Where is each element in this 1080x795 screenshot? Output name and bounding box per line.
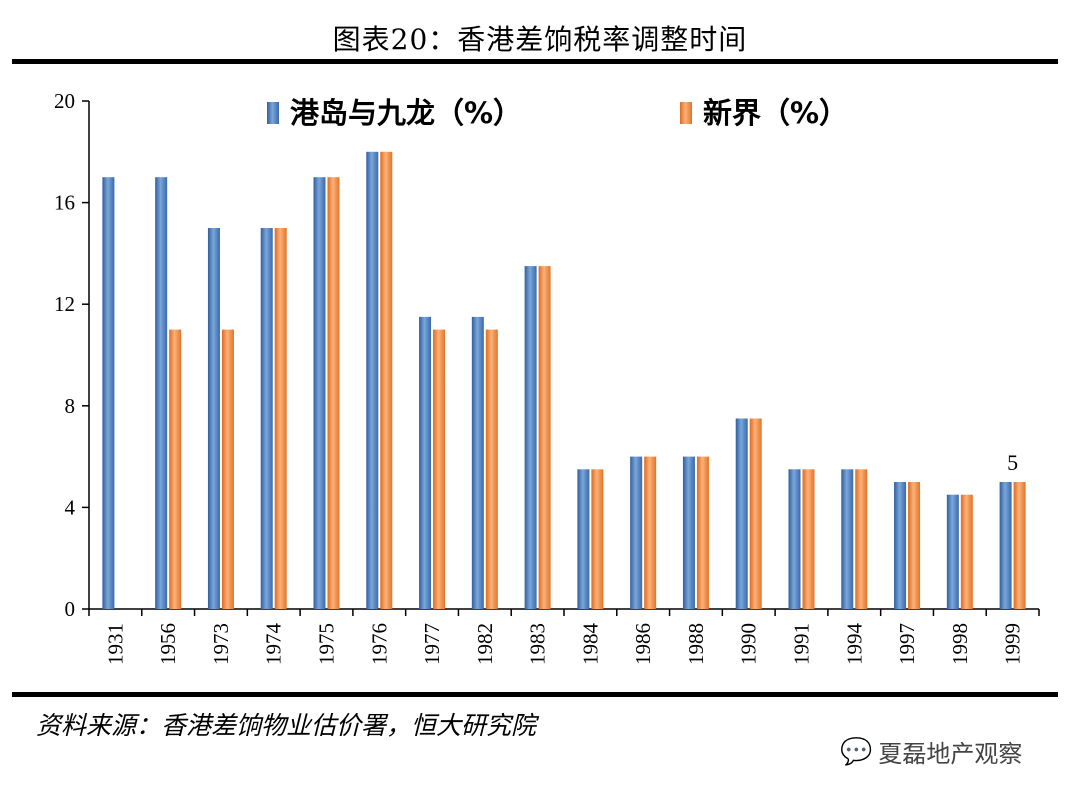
top-rule (12, 59, 1058, 64)
bar-new-territories-1977 (433, 329, 446, 609)
bar-hk-kowloon-1984 (577, 469, 590, 609)
bar-hk-kowloon-1986 (630, 456, 643, 609)
x-tick-label: 1991 (790, 623, 814, 665)
bar-hk-kowloon-1956 (155, 177, 168, 609)
bar-hk-kowloon-1998 (946, 494, 959, 609)
bar-new-territories-1973 (221, 329, 234, 609)
y-tick-label: 8 (65, 394, 76, 418)
legend-label-new-territories: 新界（%） (703, 96, 848, 130)
bar-new-territories-1975 (327, 177, 340, 609)
bar-new-territories-1999 (1013, 482, 1026, 609)
bar-new-territories-1990 (749, 418, 762, 609)
x-tick-label: 1982 (473, 623, 497, 665)
x-tick-label: 1976 (367, 623, 391, 665)
y-tick-label: 0 (65, 597, 76, 621)
bar-new-territories-1986 (644, 456, 657, 609)
watermark: 💬 夏磊地产观察 (840, 734, 1022, 769)
bar-new-territories-1983 (538, 266, 551, 609)
chart-title: 图表20：香港差饷税率调整时间 (332, 23, 748, 56)
y-tick-label: 20 (54, 89, 75, 113)
x-tick-label: 1997 (895, 623, 919, 665)
x-tick-label: 1984 (578, 623, 602, 666)
legend-swatch-hk-kowloon (267, 102, 279, 124)
y-tick-label: 4 (65, 495, 76, 519)
x-tick-label: 1986 (631, 623, 655, 665)
bar-new-territories-1982 (485, 329, 498, 609)
x-tick-label: 1975 (315, 623, 339, 665)
x-tick-label: 1977 (420, 623, 444, 665)
legend-label-hk-kowloon: 港岛与九龙（%） (290, 96, 522, 130)
y-tick-label: 12 (54, 292, 75, 316)
bar-hk-kowloon-1973 (207, 228, 220, 609)
bar-new-territories-1974 (274, 228, 287, 609)
bar-hk-kowloon-1997 (894, 482, 907, 609)
x-tick-label: 1983 (526, 623, 550, 665)
bar-new-territories-1998 (960, 494, 973, 609)
x-tick-label: 1931 (103, 623, 127, 665)
wechat-icon: 💬 (840, 736, 873, 767)
bar-new-territories-1956 (169, 329, 182, 609)
bar-new-territories-1994 (855, 469, 868, 609)
x-tick-label: 1974 (262, 623, 286, 666)
x-tick-label: 1988 (684, 623, 708, 665)
bar-new-territories-1988 (696, 456, 709, 609)
watermark-text: 夏磊地产观察 (878, 740, 1023, 768)
x-tick-label: 1998 (948, 623, 972, 665)
bar-hk-kowloon-1999 (999, 482, 1012, 609)
bar-hk-kowloon-1982 (471, 316, 484, 609)
x-tick-label: 1973 (209, 623, 233, 665)
bar-hk-kowloon-1994 (841, 469, 854, 609)
bar-new-territories-1997 (908, 482, 921, 609)
bar-hk-kowloon-1977 (419, 316, 432, 609)
x-tick-label: 1999 (1001, 623, 1025, 665)
bar-new-territories-1976 (380, 151, 393, 610)
bar-hk-kowloon-1990 (735, 418, 748, 609)
x-tick-label: 1994 (842, 623, 866, 666)
bar-hk-kowloon-1976 (366, 151, 379, 610)
bar-hk-kowloon-1988 (682, 456, 695, 609)
bar-hk-kowloon-1975 (313, 177, 326, 609)
x-tick-label: 1956 (156, 623, 180, 665)
data-label: 5 (1007, 450, 1018, 475)
source-note: 资料来源：香港差饷物业估价署，恒大研究院 (36, 711, 537, 740)
bar-hk-kowloon-1931 (102, 177, 115, 609)
bottom-rule (12, 692, 1058, 697)
bar-hk-kowloon-1991 (788, 469, 801, 609)
bar-hk-kowloon-1983 (524, 266, 537, 609)
y-tick-label: 16 (54, 191, 75, 215)
bar-hk-kowloon-1974 (260, 228, 273, 609)
bar-new-territories-1984 (591, 469, 604, 609)
legend-swatch-new-territories (680, 102, 692, 124)
bar-new-territories-1991 (802, 469, 815, 609)
x-tick-label: 1990 (737, 623, 761, 665)
